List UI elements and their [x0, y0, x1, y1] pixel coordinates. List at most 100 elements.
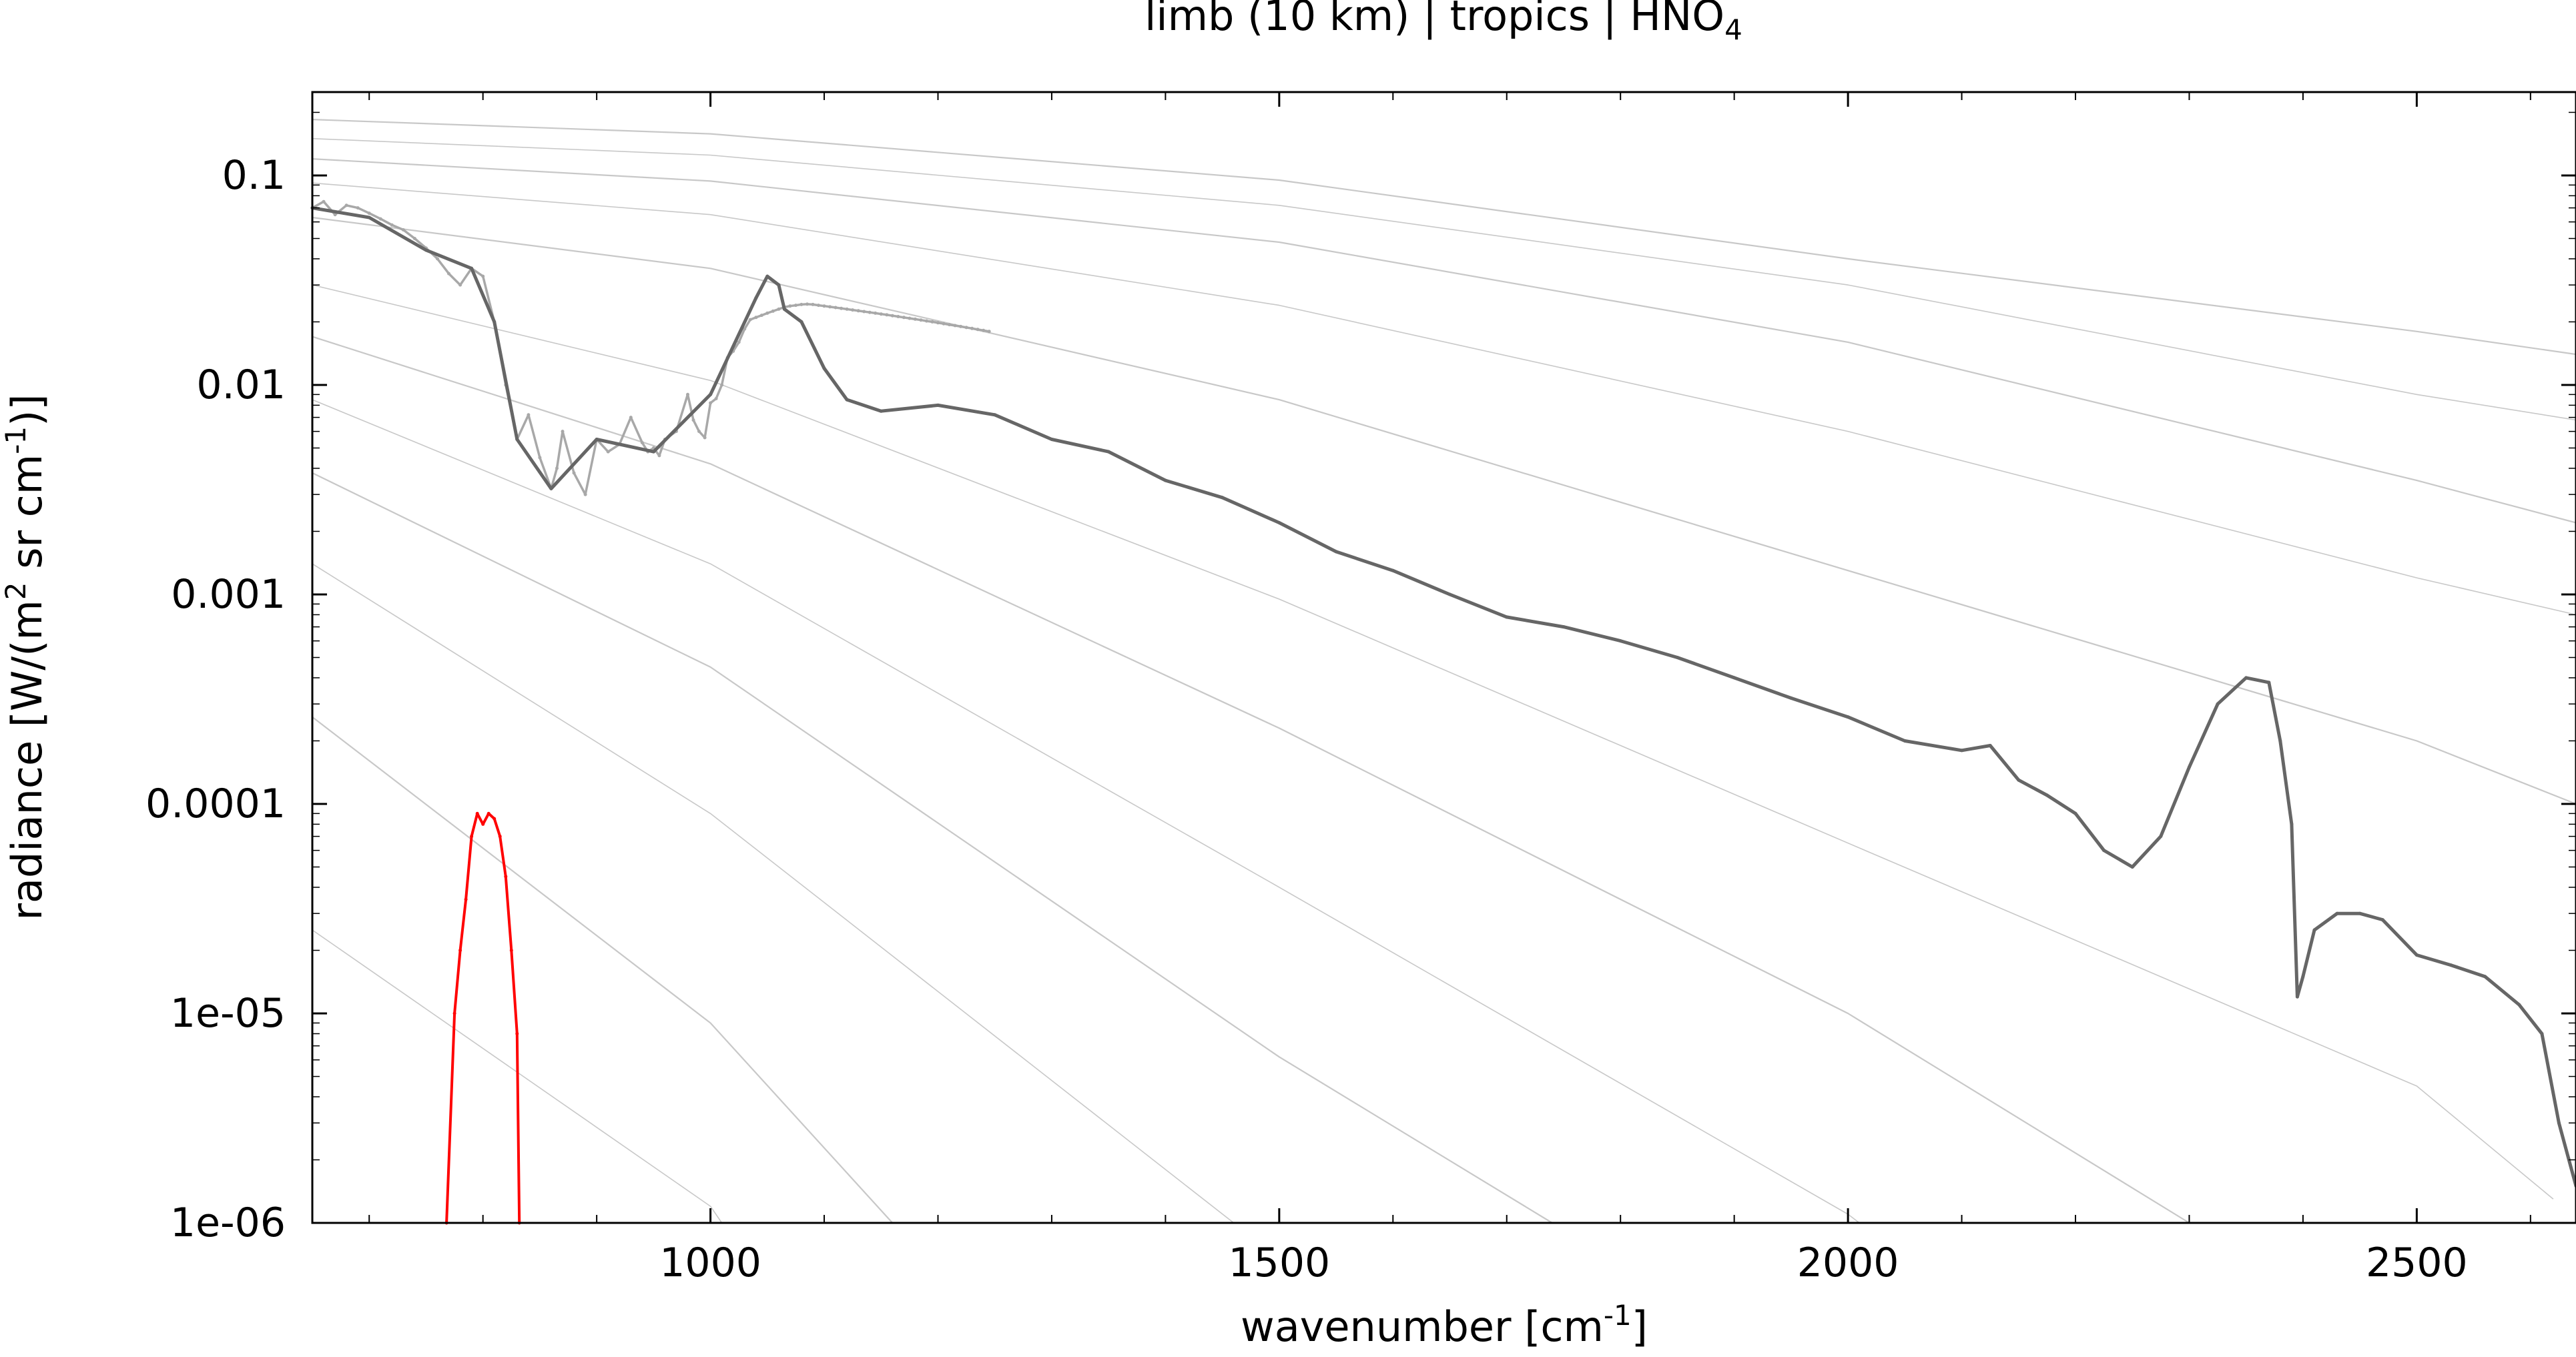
series-2-point-35	[1846, 715, 1850, 719]
series-2-point-42	[2102, 849, 2106, 853]
series-2-point-32	[1675, 656, 1679, 659]
y-axis-label-middle: sr cm	[3, 454, 51, 582]
series-1-point-34	[657, 454, 661, 458]
x-axis-label-superscript: -1	[1604, 1299, 1632, 1332]
series-2-point-43	[2130, 865, 2134, 869]
series-2-point-3	[424, 248, 428, 252]
series-3-point-7	[481, 822, 485, 826]
series-1-point-62	[828, 305, 832, 309]
series-2-point-58	[2449, 963, 2453, 967]
series-2-point-14	[782, 307, 786, 311]
x-tick-label-1: 1000	[659, 1240, 761, 1286]
series-1-point-13	[447, 272, 450, 276]
series-2-point-8	[595, 438, 599, 441]
series-1-point-12	[436, 257, 439, 261]
series-3-point-4	[464, 897, 468, 901]
series-3-point-9	[493, 817, 497, 821]
series-1-point-26	[583, 492, 587, 496]
series-2-point-16	[822, 366, 826, 370]
y-tick-label-2: 0.01	[196, 362, 286, 408]
reference-curve-6	[312, 284, 2554, 1200]
series-2	[310, 206, 2576, 1188]
series-2-point-48	[2267, 681, 2271, 685]
series-2-point-25	[1277, 521, 1281, 524]
series-2-point-2	[367, 215, 371, 219]
series-1-point-73	[890, 314, 894, 318]
chart-title: limb (10 km) | tropics | HNO4	[1145, 0, 1742, 46]
series-2-point-21	[1050, 438, 1054, 441]
reference-curve-8	[312, 399, 1860, 1224]
series-2-point-4	[470, 266, 474, 270]
series-1-point-66	[851, 308, 855, 312]
series-1-point-90	[987, 330, 991, 334]
series-1-point-89	[982, 328, 986, 332]
series-2-point-53	[2312, 928, 2316, 932]
series-2-point-41	[2073, 811, 2077, 815]
series-2-point-60	[2517, 1003, 2521, 1007]
reference-curve-9	[312, 472, 1553, 1224]
series-1-point-42	[714, 397, 718, 400]
reference-curve-3	[312, 158, 2576, 524]
series-3-point-11	[504, 875, 508, 879]
y-axis: 0.1 0.01 0.001 0.0001 1e-05 1e-06	[145, 111, 2576, 1246]
series-1-point-58	[806, 302, 809, 306]
series-1-point-46	[737, 340, 741, 344]
series-1-point-16	[481, 274, 485, 278]
series-1-point-74	[896, 315, 900, 318]
x-tick-label-2: 1500	[1228, 1240, 1330, 1286]
series-1-point-43	[720, 383, 724, 387]
y-axis-label-suffix: )]	[3, 394, 51, 426]
series-1-point-61	[822, 304, 826, 308]
series-1-point-25	[572, 471, 576, 475]
series-2-point-61	[2540, 1031, 2544, 1035]
series-1-point-52	[771, 309, 775, 313]
series-1-point-64	[840, 306, 844, 310]
y-tick-label-5: 1e-05	[170, 990, 286, 1037]
series-2-point-6	[515, 438, 519, 441]
series-1-point-20	[527, 413, 531, 417]
series-1-point-60	[817, 304, 820, 308]
series-3	[444, 811, 521, 1225]
series-2-point-62	[2557, 1121, 2561, 1125]
series-1-point-10	[412, 237, 416, 240]
series-2-point-10	[709, 392, 713, 396]
y-tick-label-6: 1e-06	[170, 1200, 286, 1246]
series-2-point-9	[651, 450, 655, 454]
series-2-point-57	[2414, 953, 2419, 957]
series-2-line	[312, 206, 2576, 1187]
series-2-point-54	[2335, 911, 2339, 915]
reference-curve-4	[312, 182, 2576, 616]
series-1-point-41	[709, 401, 713, 405]
series-1-point-31	[640, 441, 644, 444]
series-1-point-48	[748, 318, 752, 322]
series-2-point-55	[2358, 911, 2362, 915]
series-1-point-72	[885, 313, 889, 317]
series-1-point-85	[959, 324, 963, 328]
series-1-point-53	[777, 307, 781, 311]
series-2-point-30	[1562, 625, 1566, 629]
series-2-point-47	[2244, 676, 2248, 680]
series-2-point-20	[993, 413, 997, 417]
x-axis-label: wavenumber [cm-1]	[1241, 1299, 1648, 1351]
series-1-point-82	[942, 322, 946, 326]
series-1-point-38	[691, 418, 695, 422]
series-3-point-5	[470, 835, 474, 839]
series-1-point-57	[799, 302, 803, 306]
series-1-point-69	[868, 310, 872, 314]
series-1-point-3	[333, 213, 337, 217]
series-2-point-23	[1163, 478, 1167, 482]
series-2-point-7	[549, 486, 553, 490]
series-1-point-21	[538, 456, 542, 460]
series-2-point-44	[2159, 835, 2163, 839]
series-2-point-12	[765, 274, 769, 278]
y-axis-label-prefix: radiance [W/(m	[3, 600, 51, 920]
y-tick-label-3: 0.001	[171, 571, 286, 618]
series-1-point-23	[555, 466, 559, 470]
series-1-point-83	[948, 323, 951, 327]
y-tick-label-1: 0.1	[222, 152, 286, 199]
x-tick-label-4: 2500	[2366, 1240, 2468, 1286]
series-2-point-11	[754, 296, 758, 300]
series-1-point-28	[606, 450, 610, 454]
series-2-point-37	[1960, 749, 1964, 753]
series-2-point-38	[1988, 744, 1992, 747]
